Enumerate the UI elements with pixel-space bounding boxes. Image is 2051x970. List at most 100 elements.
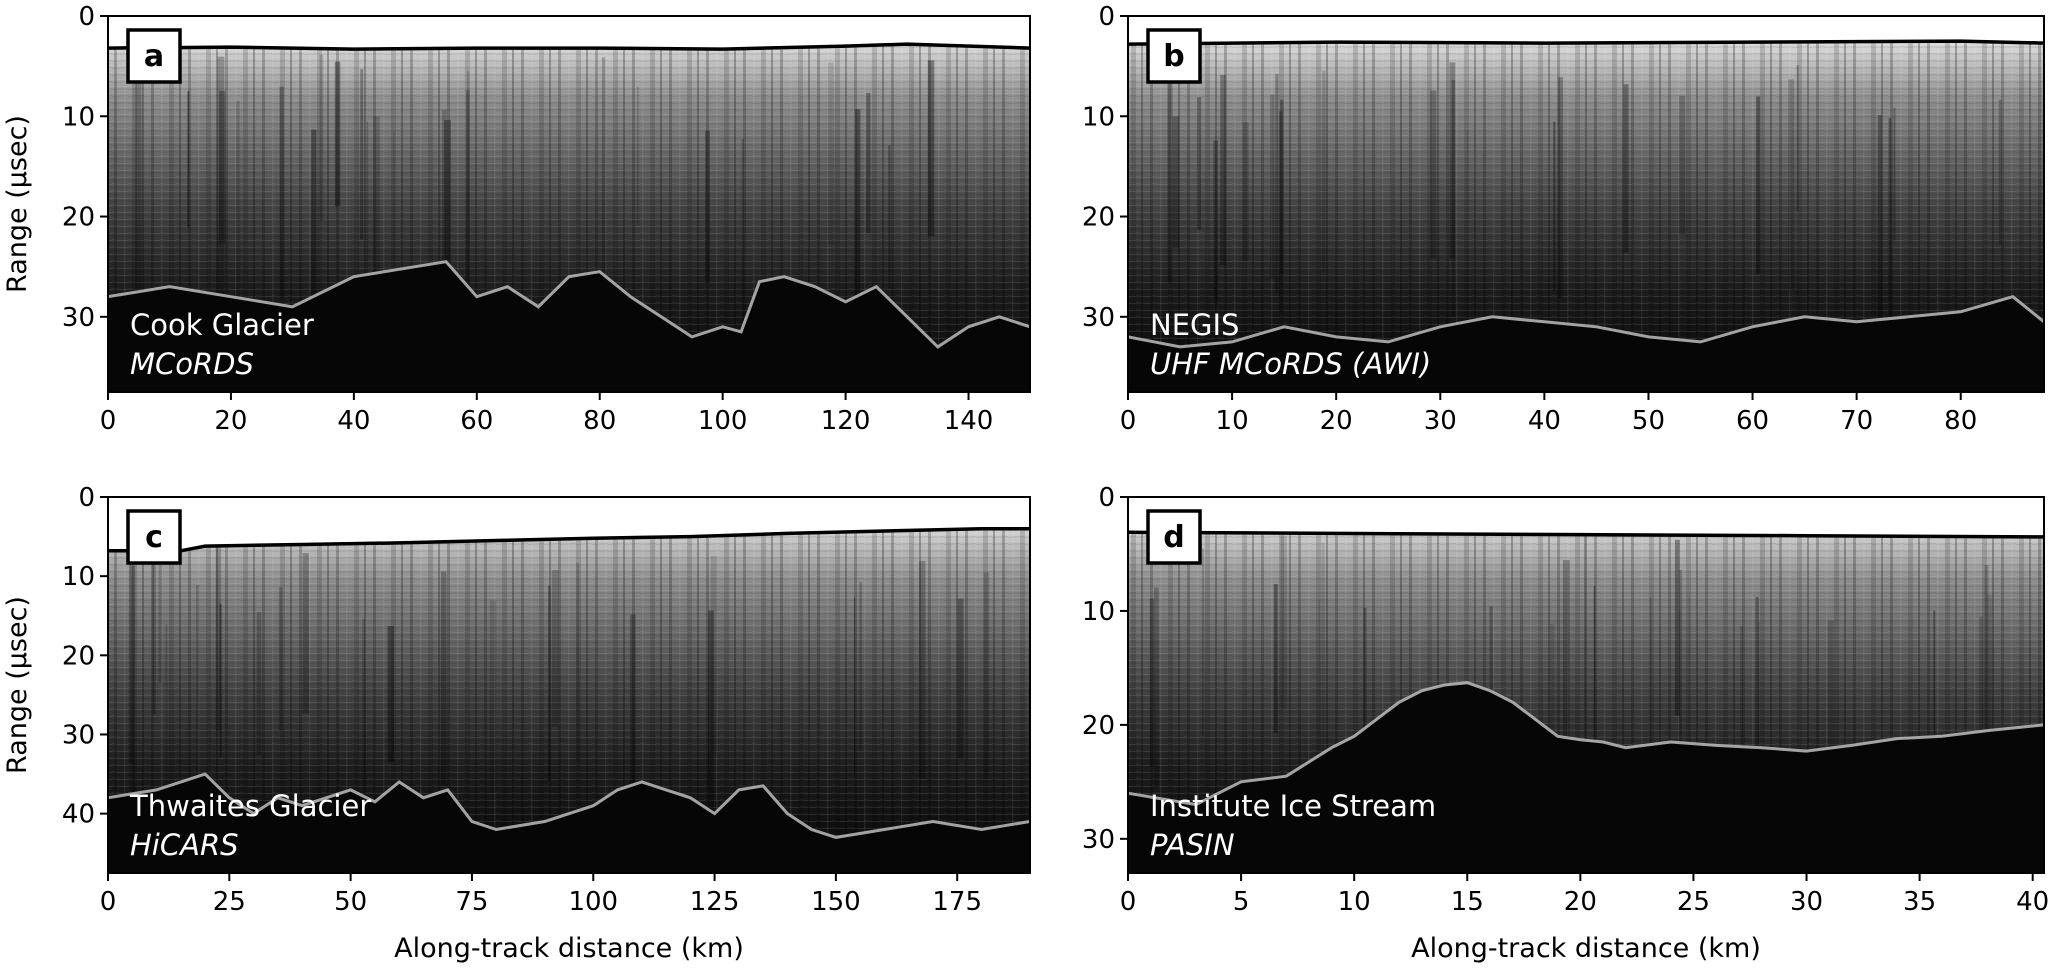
instrument-label: UHF MCoRDS (AWI)	[1150, 347, 1431, 381]
x-tick-label: 125	[690, 887, 740, 917]
x-tick-label: 20	[1320, 406, 1353, 436]
y-tick-label: 10	[1082, 102, 1115, 132]
subglacial-region	[108, 774, 1030, 873]
radargram-a	[108, 16, 1030, 392]
echo-streak	[373, 116, 380, 315]
location-label: NEGIS	[1150, 308, 1239, 342]
echo-streak	[129, 565, 136, 793]
y-tick-label: 20	[62, 203, 95, 233]
x-tick-label: 120	[821, 406, 871, 436]
echo-streak	[158, 535, 162, 683]
bed-reflection	[108, 260, 1030, 349]
y-tick-label: 20	[1082, 203, 1115, 233]
echo-streak	[705, 130, 710, 283]
echo-streak	[302, 553, 309, 714]
y-tick-label: 0	[1098, 2, 1115, 32]
air-region	[108, 16, 1030, 50]
radargram-c	[108, 497, 1030, 873]
x-tick-label: 30	[1424, 406, 1457, 436]
subglacial-region	[1128, 682, 2044, 873]
x-tick-label: 25	[213, 887, 246, 917]
y-tick-label: 0	[78, 2, 95, 32]
x-tick-label: 40	[1528, 406, 1561, 436]
echo-streak	[1584, 534, 1586, 750]
echo-streak	[1756, 96, 1761, 274]
echo-streak	[957, 598, 964, 759]
x-tick-label: 10	[1338, 887, 1371, 917]
echo-streak	[279, 86, 284, 299]
echo-streak	[319, 54, 324, 222]
x-tick-label: 20	[214, 406, 247, 436]
surface-line	[1128, 39, 2044, 46]
echo-streak	[1242, 122, 1249, 261]
echo-streak	[489, 600, 497, 792]
panel-letter-box	[1146, 509, 1202, 565]
plot-frame	[107, 15, 1031, 393]
radargram-d	[1128, 497, 2044, 873]
x-tick-label: 0	[100, 887, 117, 917]
echo-streak	[1280, 535, 1287, 709]
y-tick-label: 10	[1082, 597, 1115, 627]
x-tick-label: 25	[1677, 887, 1710, 917]
echo-streak	[1679, 569, 1683, 758]
echo-streak	[919, 560, 926, 778]
echo-streak	[1322, 70, 1326, 272]
echo-streak	[1558, 77, 1563, 299]
echo-streak	[1213, 140, 1218, 304]
echo-streak	[854, 597, 856, 776]
y-tick-label: 30	[1082, 825, 1115, 855]
echo-streak	[1623, 84, 1629, 253]
panel-letter: c	[145, 520, 163, 555]
echo-streak	[888, 145, 891, 289]
echo-streak	[278, 587, 283, 731]
bed-reflection	[1128, 295, 2044, 349]
echo-streak	[1466, 130, 1469, 353]
x-tick-label: 100	[568, 887, 618, 917]
echo-streak	[630, 614, 636, 833]
air-region	[108, 497, 1030, 551]
echo-streak	[1202, 548, 1204, 737]
echo-streak	[1278, 111, 1283, 313]
panel-d: d Institute Ice Stream PASIN 0 5 10 15 20 25 30 35…	[1082, 483, 2049, 917]
echo-streak	[466, 71, 470, 281]
echo-streak	[866, 92, 871, 234]
x-tick-label: 100	[698, 406, 748, 436]
x-tick-label: 20	[1564, 887, 1597, 917]
bed-reflection	[108, 772, 1030, 839]
x-tick-label: 50	[334, 887, 367, 917]
x-tick-label: 70	[1840, 406, 1873, 436]
echo-streak	[1451, 79, 1455, 317]
x-tick-label: 60	[1736, 406, 1769, 436]
x-tick-label: 80	[583, 406, 616, 436]
echo-streak	[1167, 76, 1172, 283]
panel-letter-box	[126, 28, 182, 84]
x-tick-label: 0	[1120, 406, 1137, 436]
air-region	[1128, 497, 2044, 537]
echo-streak	[1318, 599, 1320, 840]
echo-streak	[1788, 79, 1795, 290]
echo-streak	[1270, 94, 1275, 280]
location-label: Institute Ice Stream	[1150, 789, 1436, 823]
y-axis-label-text: Range (μsec)	[2, 596, 33, 774]
panel-a: a Cook Glacier MCoRDS 0 20 40 60 80 100 120 140 0 10…	[62, 2, 1031, 436]
plot-frame	[1127, 15, 2045, 393]
echo-streak	[1153, 587, 1159, 788]
surface-line	[108, 526, 1030, 553]
air-region	[1128, 16, 2044, 45]
panel-letter-box	[126, 509, 182, 565]
surface-line	[1128, 530, 2044, 539]
panel-letter: d	[1163, 520, 1184, 555]
echo-streak	[444, 119, 451, 297]
echo-streak	[1196, 97, 1202, 231]
echo-streak	[983, 572, 990, 778]
location-label: Cook Glacier	[130, 308, 314, 342]
echo-streak	[1649, 597, 1652, 823]
echo-streak	[551, 570, 559, 727]
x-tick-label: 75	[455, 887, 488, 917]
echo-streak	[1550, 623, 1555, 823]
x-tick-label: 80	[1944, 406, 1977, 436]
echo-streak	[827, 62, 834, 245]
y-tick-label: 30	[1082, 303, 1115, 333]
x-axis-label-right: Along-track distance (km)	[1411, 933, 1761, 964]
echo-streak	[1674, 539, 1680, 716]
